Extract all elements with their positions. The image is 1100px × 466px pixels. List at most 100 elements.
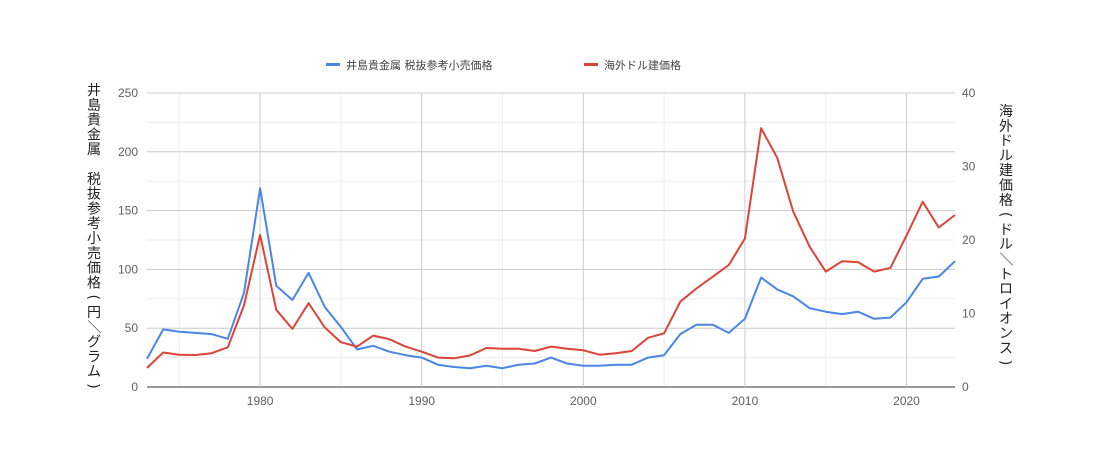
right-y-axis-ticks: 0 10 20 30 40 (962, 86, 976, 394)
data-point (178, 354, 180, 356)
data-point (695, 288, 697, 290)
right-axis-title: イ (999, 296, 1013, 312)
left-axis-title: 価 (87, 261, 101, 277)
right-axis-title: オ (999, 311, 1013, 327)
left-axis-title: 考 (87, 216, 101, 232)
data-point (695, 324, 697, 326)
data-point (259, 234, 261, 236)
data-point (518, 348, 520, 350)
left-y-axis-ticks: 0 50 100 150 200 250 (118, 86, 138, 394)
data-point (760, 277, 762, 279)
left-axis-title: ) (85, 383, 101, 388)
data-point (372, 345, 374, 347)
data-point (405, 354, 407, 356)
data-point (227, 338, 229, 340)
right-axis-title: ド (999, 134, 1013, 150)
data-point (679, 333, 681, 335)
data-point (712, 276, 714, 278)
left-axis-title: ( (85, 294, 101, 299)
data-point (372, 335, 374, 337)
data-point (388, 351, 390, 353)
series-line-1 (146, 187, 956, 370)
data-point (582, 365, 584, 367)
data-point (889, 267, 891, 269)
data-point (178, 331, 180, 333)
data-point (809, 246, 811, 248)
right-axis-title: 価 (999, 178, 1013, 194)
data-point (275, 285, 277, 287)
data-point (453, 357, 455, 359)
data-point (550, 357, 552, 359)
left-y-tick-label: 100 (118, 262, 138, 276)
data-point (679, 301, 681, 303)
left-y-tick-label: 200 (118, 145, 138, 159)
x-tick-label: 2010 (732, 394, 759, 408)
left-axis-title: 属 (87, 142, 101, 158)
data-point (631, 364, 633, 366)
right-y-tick-label: 30 (962, 160, 976, 174)
data-point (857, 311, 859, 313)
x-tick-label: 2000 (570, 394, 597, 408)
left-axis-title: 税 (87, 172, 101, 188)
data-point (211, 352, 213, 354)
right-axis-title: ／ (997, 252, 1013, 266)
data-point (324, 327, 326, 329)
data-point (340, 326, 342, 328)
data-point (485, 365, 487, 367)
data-point (889, 317, 891, 319)
data-point (615, 364, 617, 366)
left-axis-title: ラ (87, 349, 101, 365)
data-point (534, 350, 536, 352)
left-axis-title: 抜 (87, 187, 101, 203)
data-point (469, 367, 471, 369)
data-point (663, 332, 665, 334)
series-line-2 (146, 127, 956, 369)
data-point (146, 358, 148, 360)
data-point (453, 366, 455, 368)
data-point (275, 309, 277, 311)
right-axis-title: 格 (999, 193, 1013, 209)
data-point (502, 367, 504, 369)
data-point (841, 313, 843, 315)
left-axis-title: 売 (87, 246, 101, 262)
data-point (906, 301, 908, 303)
data-point (792, 211, 794, 213)
data-point (211, 333, 213, 335)
data-point (291, 299, 293, 301)
left-y-tick-label: 0 (131, 380, 138, 394)
series-lines (146, 127, 956, 370)
data-point (421, 351, 423, 353)
legend-label: 井島貴金属 税抜参考小売価格 (346, 58, 493, 72)
left-axis-title: ム (87, 364, 101, 380)
data-point (857, 261, 859, 263)
right-axis-title: 海 (999, 104, 1013, 120)
right-axis-title: ト (999, 267, 1013, 283)
data-point (712, 324, 714, 326)
data-point (938, 227, 940, 229)
data-point (599, 365, 601, 367)
data-point (518, 364, 520, 366)
data-point (243, 292, 245, 294)
data-point (647, 357, 649, 359)
data-point (195, 332, 197, 334)
data-point (356, 346, 358, 348)
left-axis-title: 井 (87, 83, 101, 99)
data-point (954, 214, 956, 216)
data-point (195, 354, 197, 356)
data-point (308, 302, 310, 304)
data-point (227, 346, 229, 348)
data-point (550, 346, 552, 348)
data-point (809, 307, 811, 309)
data-point (469, 354, 471, 356)
grid (147, 92, 955, 388)
data-point (922, 278, 924, 280)
right-axis-title: ス (999, 341, 1013, 357)
right-axis-title: ロ (999, 282, 1013, 298)
data-point (922, 201, 924, 203)
data-point (615, 352, 617, 354)
left-axis-title: 円 (87, 305, 101, 321)
data-point (485, 347, 487, 349)
